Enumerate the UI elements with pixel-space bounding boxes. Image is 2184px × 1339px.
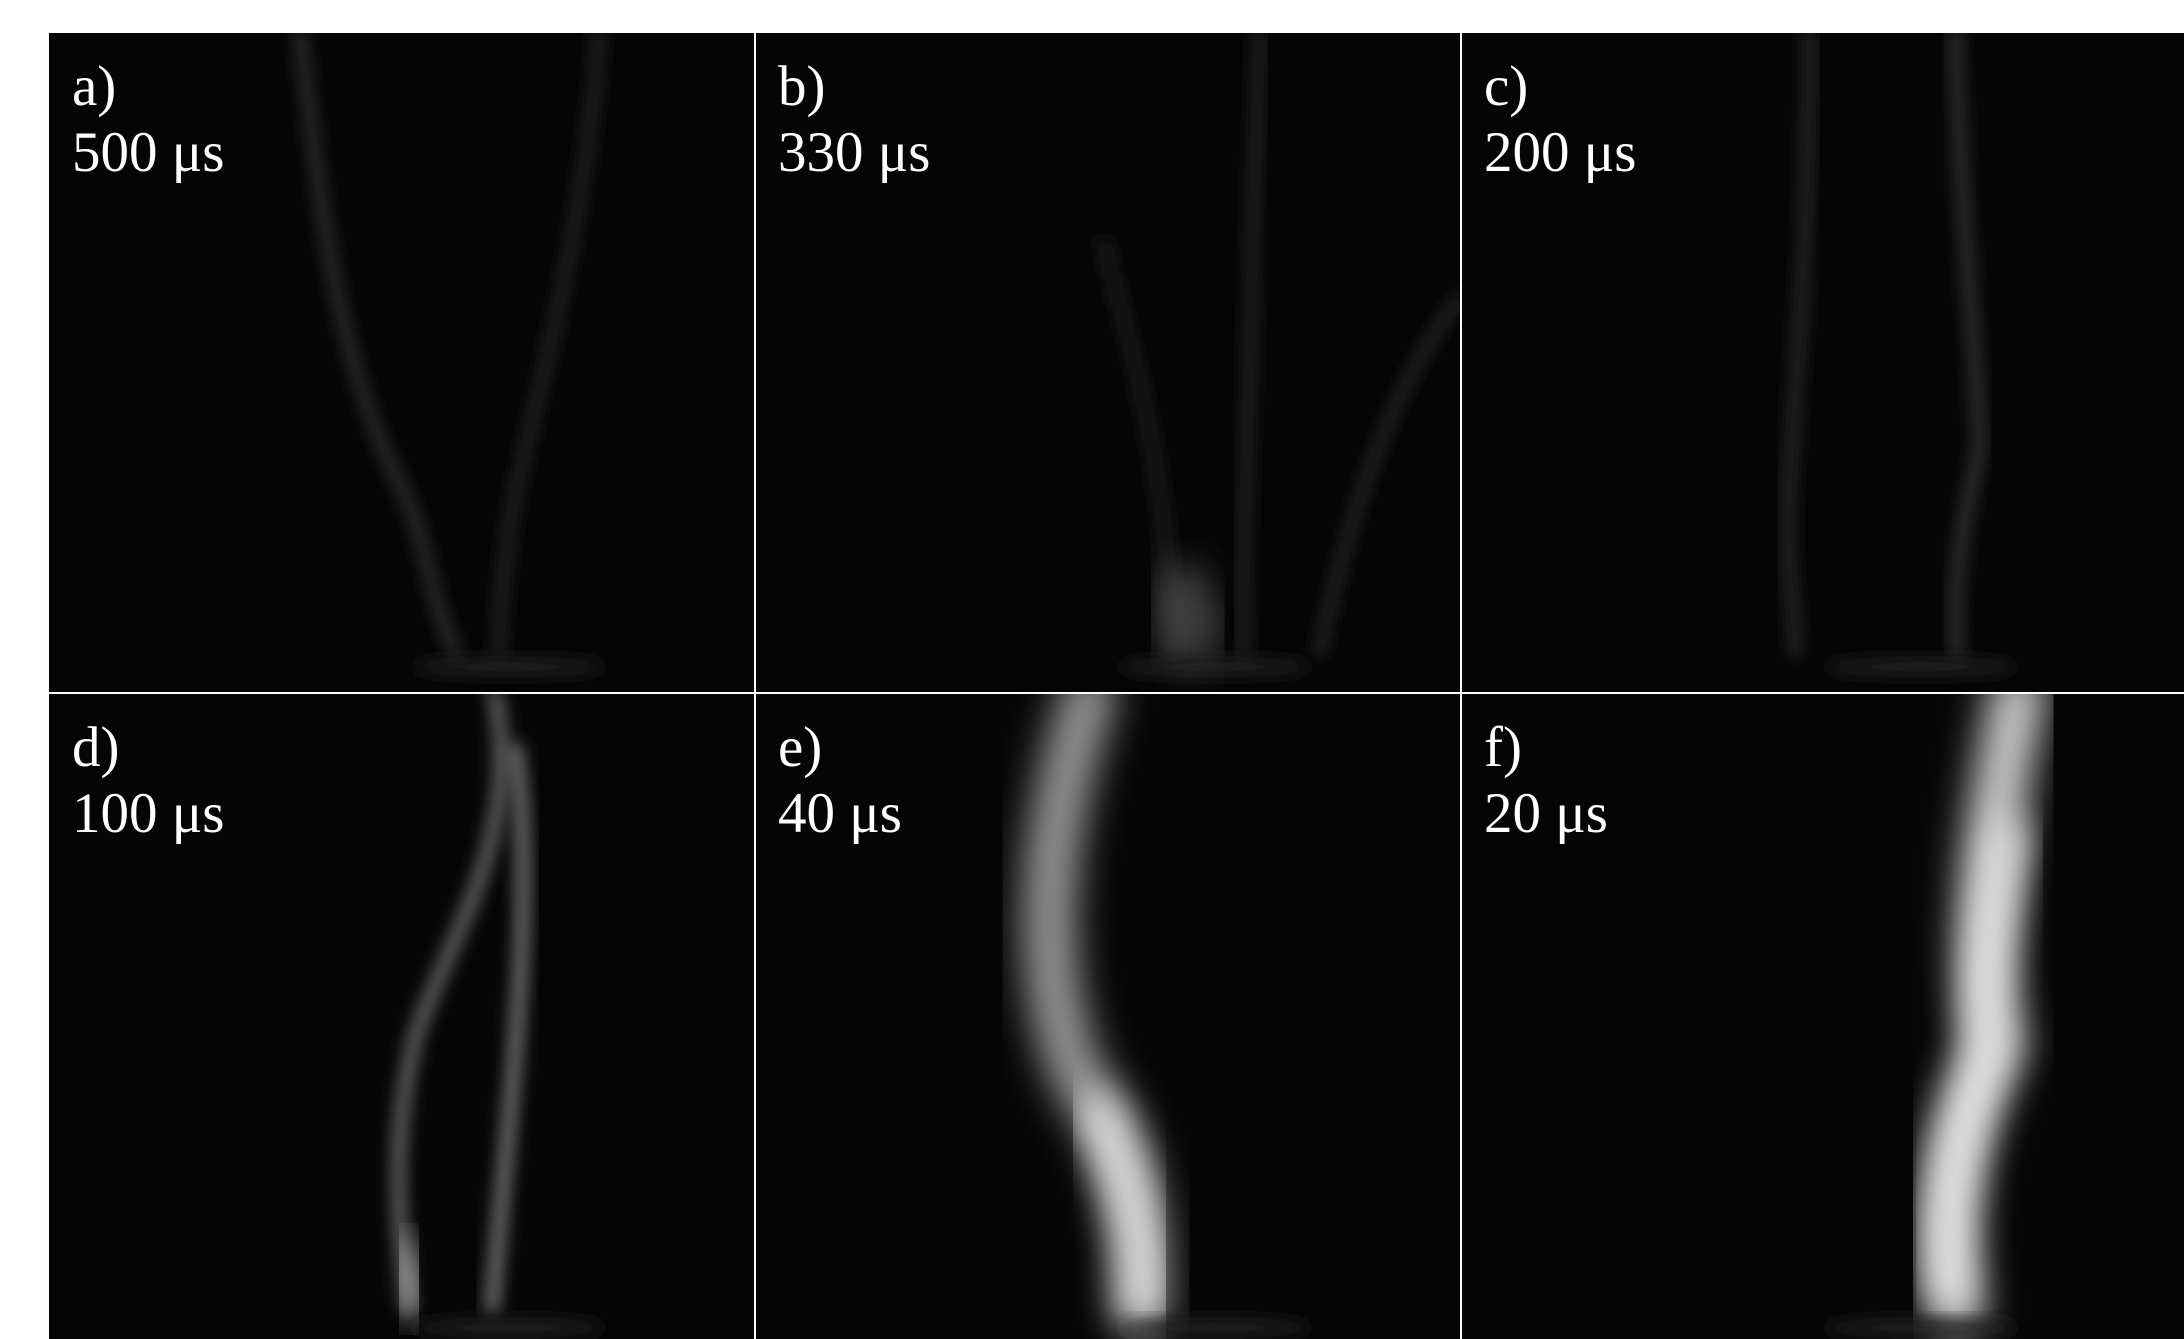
panel-time: 20 μs <box>1484 782 1608 845</box>
panel: b)330 μs <box>755 33 1460 692</box>
panel: f)20 μs <box>1461 694 2184 1339</box>
panel-label: c) <box>1484 55 1528 118</box>
panel-label: f) <box>1484 716 1522 779</box>
filament <box>404 1251 414 1307</box>
panel-time: 330 μs <box>778 121 931 184</box>
panel-time: 100 μs <box>72 782 225 845</box>
panel-label: d) <box>72 716 119 779</box>
panel: d)100 μs <box>49 694 754 1339</box>
panel: c)200 μs <box>1461 33 2184 692</box>
panel-label: a) <box>72 55 116 118</box>
electrode-glow <box>1823 658 2018 675</box>
panel-time: 40 μs <box>778 782 902 845</box>
electrode-glow <box>411 658 606 675</box>
electrode-glow <box>1117 658 1312 675</box>
panel-label: e) <box>778 716 822 779</box>
figure: a)500 μsb)330 μsc)200 μsd)100 μse)40 μsf… <box>0 0 2184 1339</box>
electrode-glow <box>411 1319 606 1336</box>
panel: a)500 μs <box>49 33 754 692</box>
panel: e)40 μs <box>755 694 1460 1339</box>
panel-time: 500 μs <box>72 121 225 184</box>
electrode-glow <box>1117 1319 1312 1336</box>
panel-time: 200 μs <box>1484 121 1637 184</box>
electrode-glow <box>1823 1319 2018 1336</box>
panel-label: b) <box>778 55 825 118</box>
panel-grid: a)500 μsb)330 μsc)200 μsd)100 μse)40 μsf… <box>49 33 2184 1339</box>
